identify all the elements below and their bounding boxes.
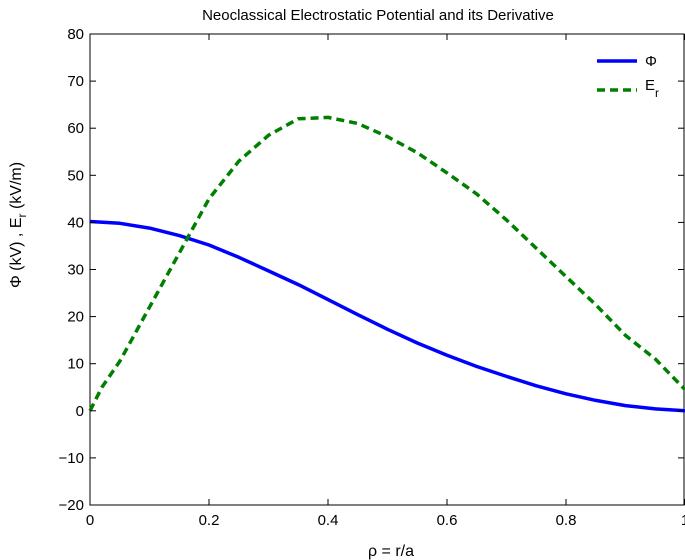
y-tick-label: 70 [67,73,84,90]
series-layer [88,115,685,413]
y-tick-label: 40 [67,214,84,231]
legend-label-er: Er [645,77,659,100]
series-line-er [88,115,685,412]
ticks-layer: 0 0.2 0.4 0.6 0.8 1 −20 −10 0 10 20 30 40 50 60 70 80 [59,26,685,529]
y-axis-title: Φ (kV) , Er (kV/m) [8,162,29,288]
series-line-phi [89,219,685,413]
legend-label-er-sub: r [655,86,659,100]
legend-label-er-main: E [645,77,655,94]
y-axis-title-sub: r [15,214,29,218]
y-tick-label: 30 [67,262,84,279]
y-tick-label: −10 [59,450,84,467]
y-tick-label: 0 [76,403,84,420]
y-tick-label: 60 [67,120,84,137]
y-tick-label: 80 [67,26,84,43]
y-tick-label: 50 [67,167,84,184]
x-tick-label: 0.2 [199,512,220,529]
x-tick-label: 0.4 [318,512,339,529]
legend: Φ Er [597,53,659,100]
plot-area [89,33,685,506]
y-axis-title-main: Φ (kV) , E [8,218,25,289]
x-tick-label: 0.8 [556,512,577,529]
y-axis-title-tail: (kV/m) [8,162,25,214]
x-axis-title: ρ = r/a [368,543,414,560]
plot-frame [89,33,685,506]
y-tick-label: 20 [67,309,84,326]
chart-title: Neoclassical Electrostatic Potential and… [202,7,554,24]
legend-label-phi: Φ [645,53,657,70]
legend-label-phi-main: Φ [645,53,657,70]
y-tick-label: −20 [59,497,84,514]
x-tick-label: 0 [86,512,94,529]
x-tick-label: 1 [681,512,685,529]
y-tick-label: 10 [67,356,84,373]
x-tick-label: 0.6 [437,512,458,529]
